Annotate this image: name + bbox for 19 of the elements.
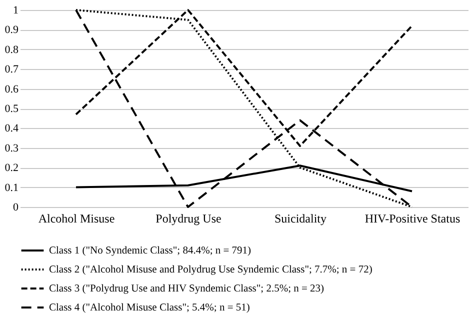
y-tick-label: 0 [13, 202, 19, 214]
legend-label: Class 4 ("Alcohol Misuse Class"; 5.4%; n = 51) [49, 302, 250, 314]
legend-label: Class 3 ("Polydrug Use and HIV Syndemic Class"; 2.5%; n = 23) [49, 284, 325, 294]
y-tick-label: 0.5 [4, 103, 19, 115]
x-tick-label: Polydrug Use [156, 212, 222, 226]
y-tick-label: 0.2 [4, 162, 18, 174]
y-tick-label: 0.9 [4, 24, 19, 36]
y-tick-label: 0.8 [4, 44, 19, 56]
y-tick-label: 0.6 [4, 83, 19, 96]
y-tick-label: 0.1 [4, 182, 18, 194]
x-tick-label: HIV-Positive Status [364, 212, 460, 226]
y-tick-label: 0.3 [4, 142, 19, 154]
legend-label: Class 1 ("No Syndemic Class"; 84.4%; n = 791) [49, 246, 252, 256]
x-tick-label: Alcohol Misuse [38, 212, 115, 226]
y-tick-label: 0.7 [4, 64, 19, 76]
y-tick-label: 1 [13, 4, 18, 16]
y-tick-label: 0.4 [4, 122, 19, 135]
legend-label: Class 2 ("Alcohol Misuse and Polydrug Use Syndemic Class"; 7.7%; n = 72) [49, 264, 373, 276]
x-tick-label: Suicidality [274, 212, 326, 226]
